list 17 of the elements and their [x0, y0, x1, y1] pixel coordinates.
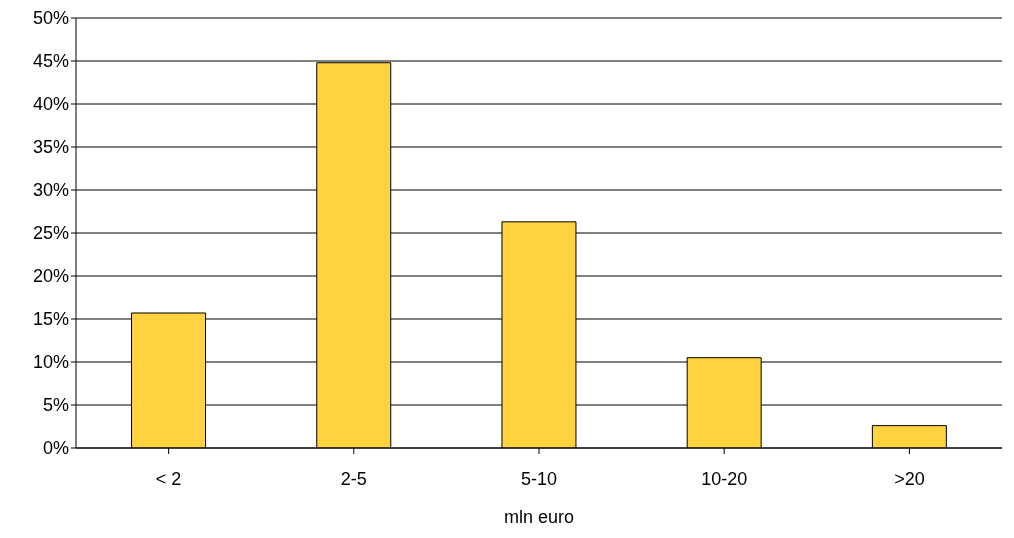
y-tick-label: 10% [32, 352, 69, 373]
y-tick-label: 35% [32, 137, 69, 158]
y-tick-label: 0% [42, 438, 69, 459]
x-tick-label: 5-10 [520, 468, 558, 489]
y-tick-label: 5% [42, 395, 69, 416]
y-tick-label: 25% [32, 223, 69, 244]
x-axis-title: mln euro [503, 507, 575, 527]
y-tick-label: 20% [32, 266, 69, 287]
y-tick-label: 15% [32, 309, 69, 330]
x-tick-label: 2-5 [340, 468, 367, 489]
x-tick-label: >20 [894, 468, 925, 489]
y-tick-label: 30% [32, 180, 69, 201]
x-tick-label: < 2 [155, 468, 182, 489]
y-tick-label: 50% [32, 8, 69, 29]
x-tick-label: 10-20 [701, 468, 748, 489]
y-tick-label: 45% [32, 51, 69, 72]
y-tick-label: 40% [32, 94, 69, 115]
